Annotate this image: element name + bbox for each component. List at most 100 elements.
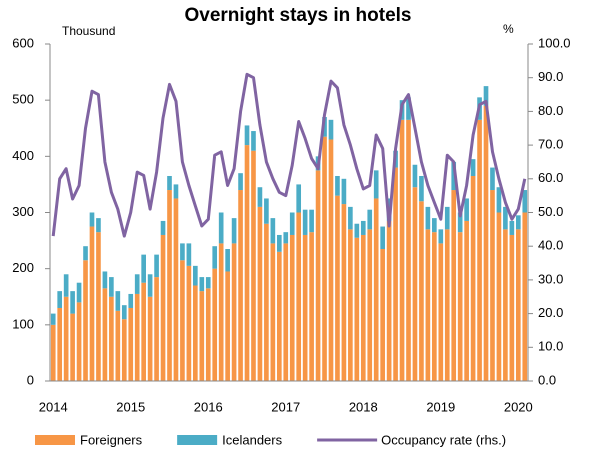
y2-tick-label: 90.0 bbox=[538, 69, 563, 84]
bar-segment bbox=[283, 232, 289, 244]
bar-segment bbox=[231, 243, 237, 381]
bar-segment bbox=[522, 212, 528, 381]
bar-segment bbox=[270, 243, 276, 381]
bar-segment bbox=[373, 170, 379, 199]
bar-segment bbox=[205, 288, 211, 381]
y-tick-label: 300 bbox=[12, 204, 34, 219]
y2-axis-label: % bbox=[503, 22, 514, 36]
bar-segment bbox=[109, 277, 114, 297]
bar-segment bbox=[503, 229, 508, 381]
bar-segment bbox=[315, 170, 321, 381]
bar-segment bbox=[154, 277, 159, 381]
bar-segment bbox=[186, 265, 192, 381]
bar-segment bbox=[76, 282, 82, 303]
bar-segment bbox=[251, 150, 256, 381]
bar-segment bbox=[147, 274, 153, 297]
bar-segment bbox=[386, 220, 392, 381]
bar-segment bbox=[425, 229, 431, 381]
bar-segment bbox=[147, 296, 153, 381]
bar-segment bbox=[412, 164, 418, 188]
bar-segment bbox=[231, 218, 237, 244]
y-tick-label: 600 bbox=[12, 35, 34, 50]
bar-segment bbox=[96, 232, 101, 381]
bar-segment bbox=[296, 212, 302, 381]
y2-tick-label: 10.0 bbox=[538, 339, 563, 354]
bar-segment bbox=[167, 175, 172, 191]
bar-segment bbox=[199, 277, 205, 292]
bar-segment bbox=[218, 243, 224, 381]
bar-segment bbox=[451, 161, 457, 191]
bar-segment bbox=[354, 237, 360, 381]
bar-segment bbox=[412, 187, 418, 381]
bar-segment bbox=[477, 119, 482, 381]
bar-segment bbox=[457, 212, 463, 233]
bar-segment bbox=[289, 234, 295, 381]
bar-segment bbox=[205, 277, 211, 289]
bar-segment bbox=[406, 119, 411, 381]
bar-segment bbox=[322, 136, 327, 381]
bar-segment bbox=[419, 201, 424, 381]
line bbox=[51, 72, 527, 238]
bar-segment bbox=[490, 190, 495, 381]
bar-segment bbox=[276, 234, 282, 252]
bar-segment bbox=[464, 220, 469, 381]
bar-segment bbox=[225, 271, 230, 381]
bar-segment bbox=[367, 229, 373, 381]
bar-segment bbox=[360, 234, 366, 381]
bar-segment bbox=[393, 167, 398, 381]
bar-segment bbox=[128, 307, 134, 381]
bar-segment bbox=[109, 296, 114, 381]
x-tick-label: 2020 bbox=[504, 399, 533, 414]
bar-segment bbox=[419, 175, 424, 202]
bar-segment bbox=[341, 204, 347, 381]
bar-segment bbox=[432, 232, 437, 381]
bar-segment bbox=[89, 226, 95, 381]
bar-segment bbox=[70, 291, 75, 314]
bar-segment bbox=[257, 187, 263, 207]
bar-segment bbox=[302, 234, 308, 381]
bar-segment bbox=[225, 249, 230, 272]
y-tick-label: 0 bbox=[27, 372, 34, 387]
bar-segment bbox=[360, 220, 366, 235]
chart-title: Overnight stays in hotels bbox=[185, 5, 412, 26]
bar-segment bbox=[373, 198, 379, 381]
bar-segment bbox=[57, 291, 63, 308]
y2-tick-label: 0.0 bbox=[538, 372, 556, 387]
bar-segment bbox=[115, 310, 121, 381]
bar-segment bbox=[515, 215, 521, 230]
bar-segment bbox=[193, 265, 198, 286]
bar-segment bbox=[83, 260, 88, 381]
bar-segment bbox=[50, 324, 56, 381]
bar-segment bbox=[141, 254, 146, 283]
y-tick-label: 400 bbox=[12, 148, 34, 163]
legend-label: Icelanders bbox=[222, 432, 282, 447]
legend-label: Foreigners bbox=[80, 432, 143, 447]
bar-segment bbox=[238, 173, 243, 191]
bar-segment bbox=[121, 319, 127, 381]
bar-segment bbox=[309, 209, 314, 233]
bar-segment bbox=[276, 251, 282, 381]
bar-segment bbox=[354, 223, 360, 238]
x-tick-label: 2016 bbox=[194, 399, 223, 414]
y2-tick-label: 50.0 bbox=[538, 204, 563, 219]
bar-segment bbox=[444, 206, 450, 230]
bar-segment bbox=[115, 291, 121, 311]
bar-segment bbox=[102, 288, 108, 381]
bar-segment bbox=[141, 282, 146, 381]
bar-segment bbox=[257, 206, 263, 381]
y-tick-label: 500 bbox=[12, 92, 34, 107]
bar-segment bbox=[160, 234, 166, 381]
bar-segment bbox=[70, 313, 75, 381]
bar-segment bbox=[63, 296, 69, 381]
bar-segment bbox=[432, 218, 437, 233]
legend-swatch bbox=[35, 435, 75, 445]
bar-segment bbox=[96, 218, 101, 233]
y2-tick-label: 20.0 bbox=[538, 305, 563, 320]
bar-segment bbox=[335, 195, 340, 381]
bar-segment bbox=[193, 285, 198, 381]
x-tick-label: 2018 bbox=[349, 399, 378, 414]
y2-tick-label: 100.0 bbox=[538, 35, 571, 50]
bar-segment bbox=[470, 159, 476, 176]
bar-segment bbox=[270, 218, 276, 244]
x-tick-label: 2014 bbox=[39, 399, 68, 414]
